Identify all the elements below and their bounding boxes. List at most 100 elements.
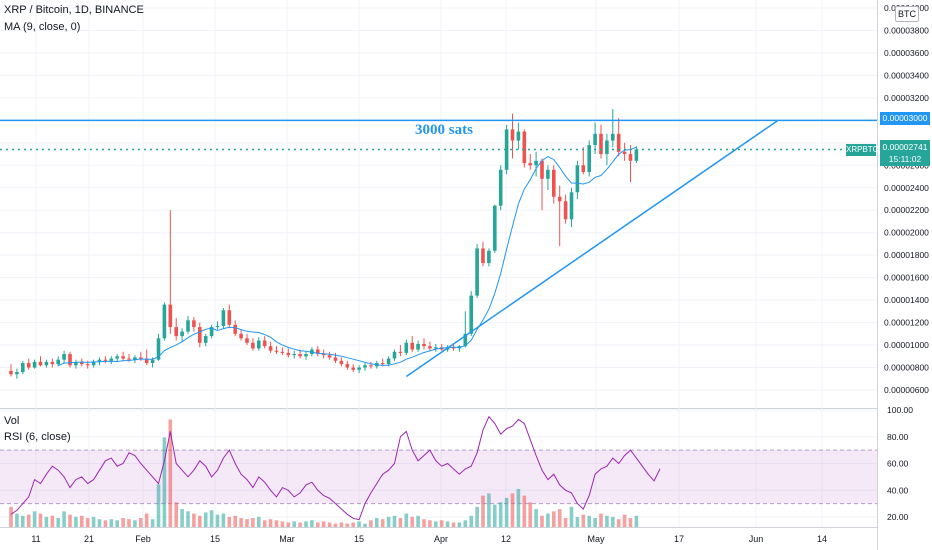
candle-body[interactable] — [333, 357, 338, 361]
candle-body[interactable] — [174, 327, 178, 337]
rsi-legend[interactable]: RSI (6, close) — [4, 431, 71, 443]
candle-body[interactable] — [410, 342, 414, 350]
support-trendline[interactable] — [405, 119, 779, 378]
vol-legend[interactable]: Vol — [4, 415, 20, 427]
candle-body[interactable] — [286, 352, 291, 356]
candle-body[interactable] — [221, 310, 226, 326]
candle-body[interactable] — [156, 338, 161, 360]
candle-body[interactable] — [475, 248, 479, 296]
candle-body[interactable] — [316, 349, 320, 355]
candle-body[interactable] — [115, 356, 119, 359]
candle-body[interactable] — [487, 250, 491, 264]
candle-body[interactable] — [611, 133, 615, 141]
indicator-pane[interactable] — [0, 409, 877, 527]
candle-body[interactable] — [74, 361, 78, 366]
candle-body[interactable] — [97, 359, 102, 362]
candle-body[interactable] — [168, 304, 173, 328]
candle-body[interactable] — [398, 351, 403, 353]
candle-body[interactable] — [32, 361, 37, 368]
candle-body[interactable] — [581, 165, 586, 173]
candle-body[interactable] — [44, 361, 49, 366]
candle-body[interactable] — [227, 310, 232, 325]
candle-body[interactable] — [268, 346, 273, 351]
candle-body[interactable] — [469, 295, 473, 334]
candle-body[interactable] — [321, 354, 326, 356]
candle-body[interactable] — [628, 154, 633, 161]
candle-body[interactable] — [634, 149, 639, 161]
candle-body[interactable] — [345, 364, 350, 368]
candle-body[interactable] — [434, 347, 438, 349]
candle-body[interactable] — [587, 145, 591, 173]
candle-body[interactable] — [85, 364, 90, 366]
candle-body[interactable] — [162, 304, 167, 339]
candle-body[interactable] — [139, 357, 143, 359]
candle-body[interactable] — [15, 372, 19, 375]
candle-body[interactable] — [257, 340, 261, 349]
candle-body[interactable] — [599, 133, 603, 155]
candle-body[interactable] — [251, 342, 255, 349]
ma-line[interactable] — [58, 146, 637, 366]
candle-body[interactable] — [622, 151, 627, 155]
candle-body[interactable] — [186, 320, 190, 332]
candle-body[interactable] — [510, 129, 515, 141]
candle-body[interactable] — [239, 333, 243, 339]
candle-body[interactable] — [245, 338, 249, 343]
candle-body[interactable] — [386, 358, 391, 365]
time-axis[interactable] — [0, 528, 877, 550]
candle-body[interactable] — [481, 248, 485, 264]
rsi-line[interactable] — [10, 415, 661, 521]
candle-body[interactable] — [133, 357, 137, 360]
candle-body[interactable] — [80, 361, 84, 365]
candle-body[interactable] — [68, 354, 72, 366]
candle-body[interactable] — [416, 343, 420, 350]
candle-body[interactable] — [552, 169, 556, 197]
candle-body[interactable] — [233, 324, 237, 334]
candle-body[interactable] — [557, 196, 562, 202]
candle-body[interactable] — [605, 140, 609, 155]
candle-body[interactable] — [569, 192, 574, 220]
candle-body[interactable] — [616, 133, 621, 152]
candle-body[interactable] — [203, 336, 208, 343]
candle-body[interactable] — [21, 363, 25, 373]
candle-body[interactable] — [150, 359, 155, 364]
candle-body[interactable] — [357, 367, 361, 370]
candle-body[interactable] — [192, 320, 196, 328]
candle-body[interactable] — [428, 346, 432, 349]
candle-body[interactable] — [528, 163, 532, 166]
candle-body[interactable] — [56, 359, 60, 365]
candle-body[interactable] — [493, 205, 497, 251]
candle-body[interactable] — [540, 160, 544, 179]
candle-body[interactable] — [369, 365, 373, 367]
symbol-title[interactable]: XRP / Bitcoin, 1D, BINANCE — [4, 4, 144, 16]
candle-body[interactable] — [392, 351, 397, 359]
candle-body[interactable] — [121, 356, 125, 359]
candle-body[interactable] — [292, 354, 296, 356]
price-pane[interactable] — [0, 0, 877, 408]
candle-body[interactable] — [280, 351, 285, 353]
candle-body[interactable] — [463, 333, 468, 347]
candle-body[interactable] — [109, 358, 114, 361]
candle-body[interactable] — [534, 160, 538, 166]
candle-body[interactable] — [498, 169, 503, 206]
candle-body[interactable] — [404, 342, 409, 353]
candle-body[interactable] — [274, 350, 279, 352]
candle-body[interactable] — [127, 358, 131, 360]
candle-body[interactable] — [262, 340, 267, 347]
candle-body[interactable] — [91, 361, 96, 366]
ma-legend[interactable]: MA (9, close, 0) — [4, 21, 81, 33]
candle-body[interactable] — [451, 347, 456, 349]
candle-body[interactable] — [9, 370, 13, 375]
candle-body[interactable] — [103, 359, 108, 361]
candle-body[interactable] — [26, 363, 31, 368]
candle-body[interactable] — [575, 165, 580, 193]
candle-body[interactable] — [298, 354, 302, 357]
candle-body[interactable] — [327, 355, 332, 358]
candle-body[interactable] — [180, 331, 184, 337]
price-axis[interactable] — [878, 0, 932, 550]
candle-body[interactable] — [563, 201, 568, 220]
resistance-annotation[interactable]: 3000 sats — [415, 122, 473, 138]
candle-body[interactable] — [422, 343, 426, 347]
candle-body[interactable] — [593, 133, 597, 146]
candle-body[interactable] — [50, 361, 55, 365]
candle-body[interactable] — [546, 169, 550, 179]
